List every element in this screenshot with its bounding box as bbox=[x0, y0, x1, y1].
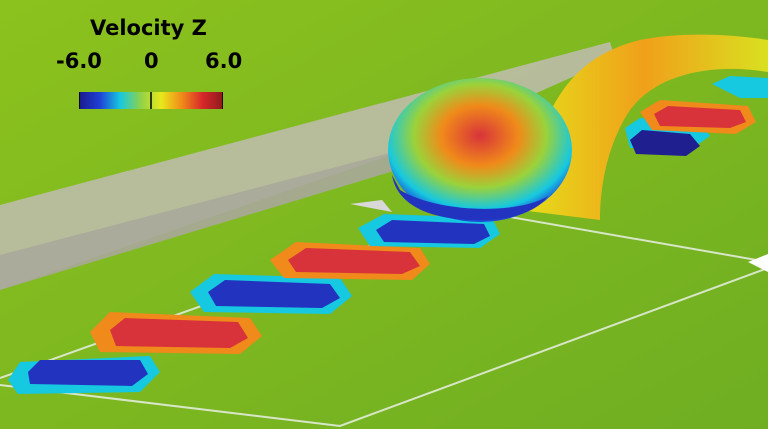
legend-title: Velocity Z bbox=[90, 16, 207, 40]
cell-positive-back-core bbox=[654, 106, 746, 128]
wall-notch bbox=[350, 200, 392, 212]
legend-colorbar bbox=[79, 92, 223, 109]
vortex-head bbox=[388, 78, 572, 222]
cell-negative-2-core bbox=[208, 280, 340, 308]
cell-positive-2-core bbox=[288, 248, 420, 274]
vortex-cells bbox=[8, 214, 500, 394]
cell-negative-back-2 bbox=[712, 76, 768, 98]
wall-lower-band bbox=[0, 145, 430, 290]
cell-negative-back-1-core bbox=[630, 130, 700, 156]
cell-positive-1-core bbox=[110, 318, 248, 348]
domain-edge-front bbox=[0, 267, 768, 428]
legend-min-label: -6.0 bbox=[56, 49, 102, 73]
vortex-head-underside bbox=[392, 175, 548, 221]
legend-mid-label: 0 bbox=[144, 49, 159, 73]
domain-corner bbox=[748, 254, 768, 272]
vortex-ring-arch bbox=[520, 34, 768, 220]
legend-max-label: 6.0 bbox=[205, 49, 243, 73]
vortex-cells-back bbox=[625, 76, 768, 156]
color-legend: Velocity Z -6.0 0 6.0 bbox=[52, 16, 252, 116]
cell-negative-1-core bbox=[28, 360, 148, 386]
cell-negative-3-core bbox=[376, 220, 490, 244]
